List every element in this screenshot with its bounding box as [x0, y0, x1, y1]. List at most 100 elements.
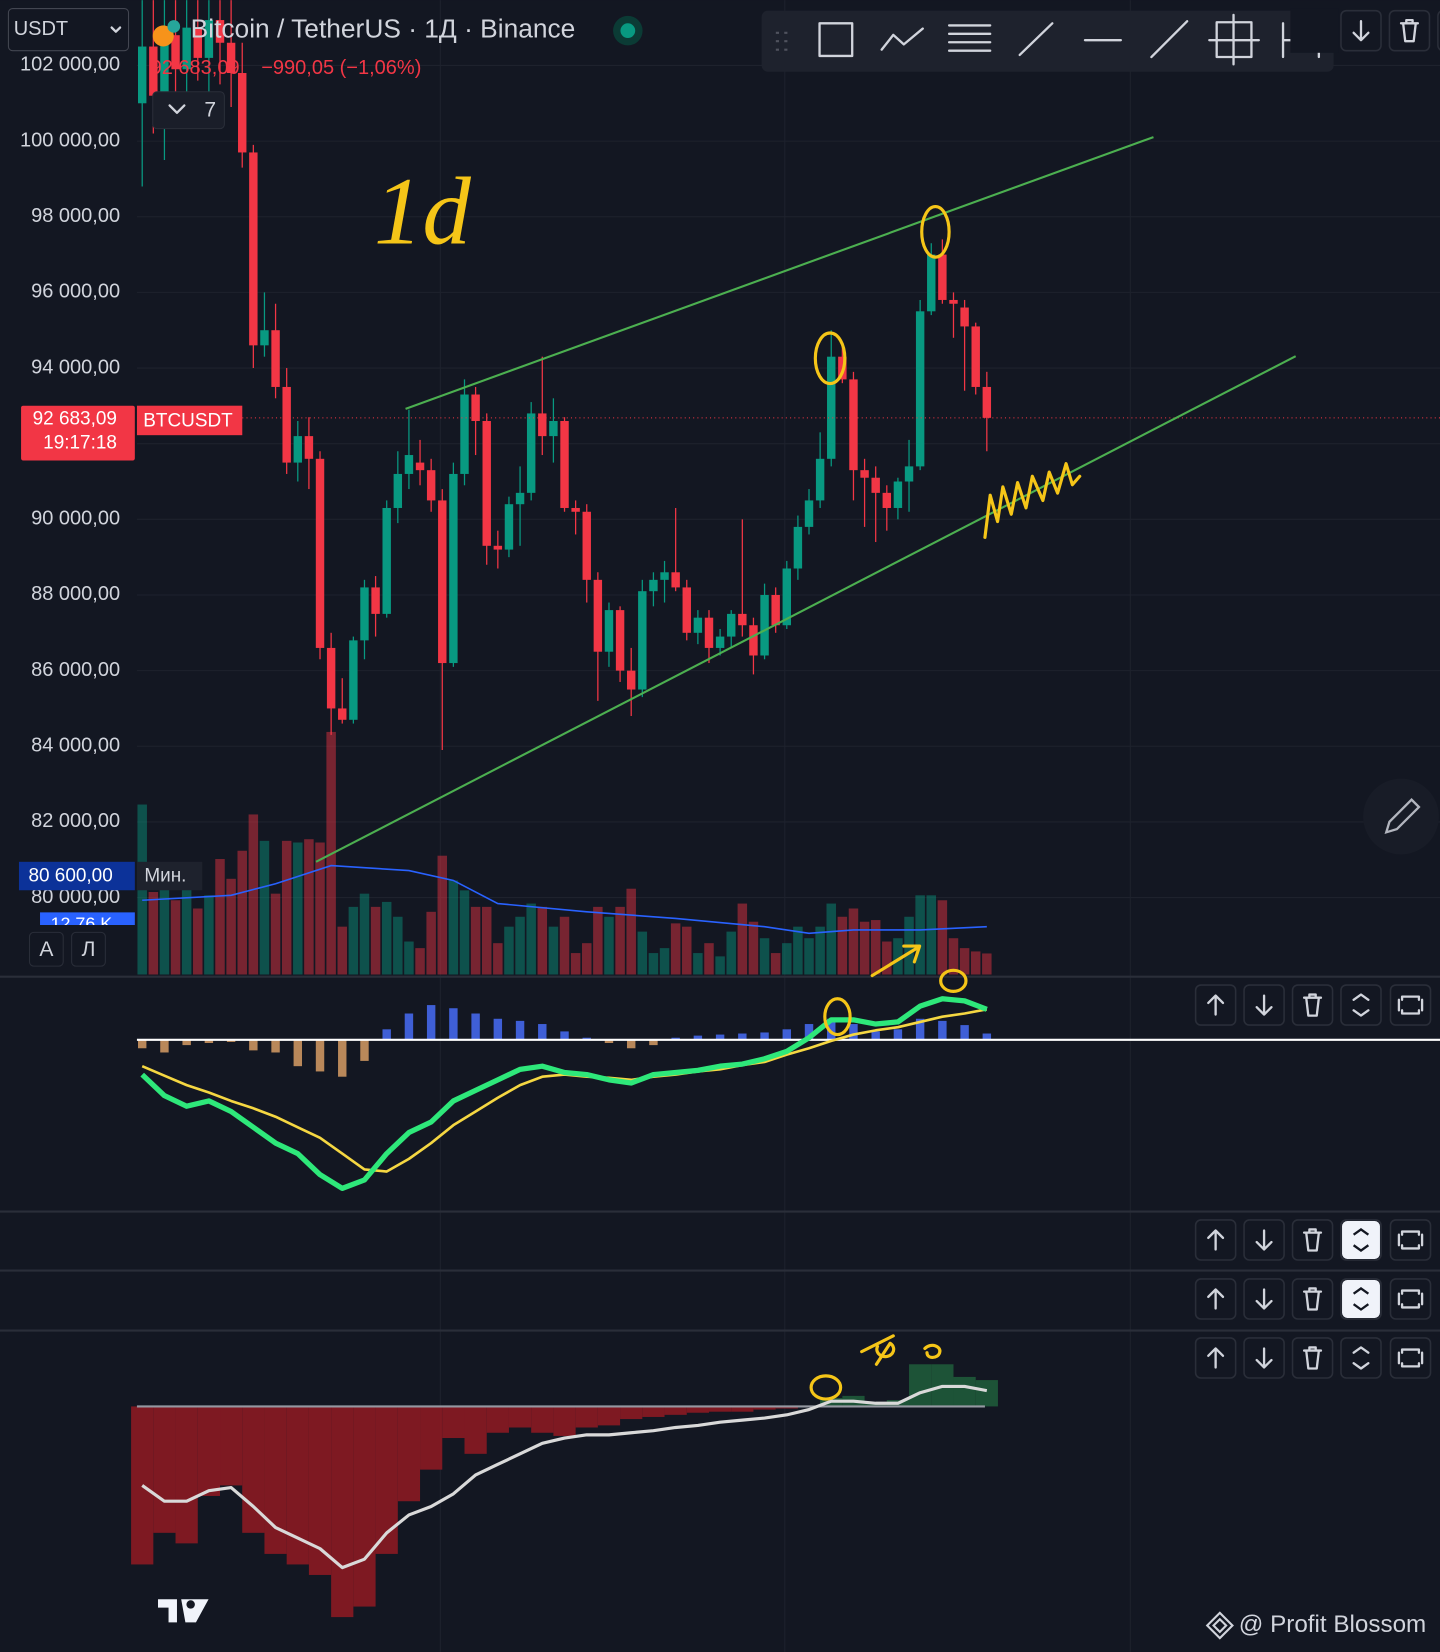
candle-body — [793, 526, 803, 569]
annotation-circle — [809, 1374, 843, 1401]
volume-bar — [693, 953, 703, 975]
candle-body — [193, 27, 202, 58]
log-scale-button[interactable] — [71, 931, 106, 967]
tool-trend[interactable] — [1150, 20, 1189, 59]
candle-body — [882, 492, 892, 508]
histogram-bar — [938, 1020, 947, 1040]
oscillator-bar — [175, 1406, 198, 1544]
candle-body — [182, 27, 191, 70]
volume-bar — [604, 916, 614, 975]
active-button[interactable] — [1342, 1280, 1380, 1318]
volume-bar — [848, 908, 859, 975]
candle-body — [738, 613, 747, 626]
volume-bar — [882, 941, 892, 975]
candle-body — [226, 42, 236, 74]
pane-buttons[interactable] — [1194, 983, 1432, 1027]
volume-bar — [582, 943, 592, 975]
volume-bar — [470, 906, 481, 975]
y-tick-label: 96 000,00 — [31, 281, 120, 303]
countdown: 19:17:18 — [43, 433, 117, 454]
histogram-bar — [204, 1039, 214, 1044]
volume-bar — [859, 921, 870, 975]
candle-body — [760, 594, 769, 656]
histogram-bar — [137, 1039, 147, 1049]
draw-button[interactable] — [1363, 778, 1439, 855]
header-price: 92 683,09 — [151, 57, 240, 79]
oscillator-bar — [264, 1406, 287, 1554]
oscillator-line — [141, 1384, 988, 1570]
tool-ray[interactable] — [1018, 22, 1054, 57]
volume-bar — [659, 948, 670, 975]
pane-buttons[interactable] — [1194, 1336, 1432, 1380]
candle-body — [571, 507, 580, 512]
tool-rect[interactable] — [818, 22, 854, 58]
oscillator-bar — [531, 1406, 554, 1433]
volume-bar — [804, 938, 814, 975]
tool-fib[interactable] — [947, 24, 992, 52]
candle-body — [204, 20, 214, 58]
volume-bar — [982, 953, 992, 975]
volume-bar — [759, 938, 770, 975]
trend-line — [405, 136, 1154, 410]
active-button[interactable] — [1342, 1221, 1380, 1259]
indicators-toggle[interactable] — [152, 91, 225, 130]
drawing-toolbar — [761, 9, 1440, 72]
histogram-bar — [360, 1039, 369, 1061]
volume-bar — [948, 938, 959, 975]
candle-body — [860, 470, 869, 478]
candle-body — [293, 436, 303, 463]
histogram-bar — [338, 1039, 347, 1077]
histogram-bar — [760, 1032, 769, 1040]
tool-cross[interactable] — [1208, 13, 1260, 66]
oscillator-bar — [375, 1406, 398, 1554]
candle-body — [626, 670, 636, 690]
oscillator-bar — [442, 1406, 465, 1439]
pane-buttons[interactable] — [1194, 1218, 1432, 1262]
oscillator-bar — [308, 1406, 332, 1575]
candle-body — [404, 455, 414, 474]
volume-bar — [726, 931, 736, 975]
histogram-bar — [693, 1035, 703, 1040]
volume-bar — [193, 908, 203, 975]
candle-body — [282, 386, 291, 463]
candle-body — [371, 587, 380, 614]
symbol-select[interactable] — [7, 8, 130, 52]
volume-bar — [537, 906, 548, 975]
volume-bar — [737, 903, 748, 975]
histogram-bar — [249, 1039, 258, 1051]
quote-icon — [167, 20, 181, 33]
volume-bar — [348, 906, 359, 975]
volume-bar — [748, 921, 759, 975]
auto-scale-button[interactable] — [28, 931, 64, 967]
volume-bar — [459, 890, 470, 975]
volume-bar — [281, 840, 292, 975]
chevron — [168, 104, 186, 115]
candle-body — [615, 610, 625, 671]
y-tick-label: 90 000,00 — [31, 508, 120, 530]
toolbar-bg — [761, 10, 1334, 72]
oscillator-pane — [131, 1364, 998, 1618]
volume-bar — [370, 906, 381, 975]
oscillator-bar — [753, 1406, 776, 1410]
volume-bar — [782, 943, 792, 975]
volume-bar — [226, 878, 236, 975]
candle-body — [727, 613, 736, 637]
volume-bar — [404, 941, 414, 975]
oscillator-bar — [508, 1406, 532, 1428]
candle-body — [549, 420, 558, 437]
volume-bar — [259, 840, 270, 975]
pane-buttons[interactable] — [1194, 1277, 1432, 1321]
oscillator-bar — [420, 1406, 443, 1470]
histogram-bar — [626, 1039, 636, 1049]
min-tag-text: Мин. — [144, 866, 186, 887]
tool-path[interactable] — [880, 27, 924, 51]
volume-bar — [148, 892, 159, 975]
candle-body — [971, 326, 980, 387]
histogram-bar — [471, 1013, 480, 1040]
candle-body — [393, 473, 403, 508]
candle-body — [171, 35, 180, 70]
candle-body — [582, 511, 591, 580]
candle-body — [504, 504, 514, 550]
annotation-arrow — [870, 944, 922, 978]
